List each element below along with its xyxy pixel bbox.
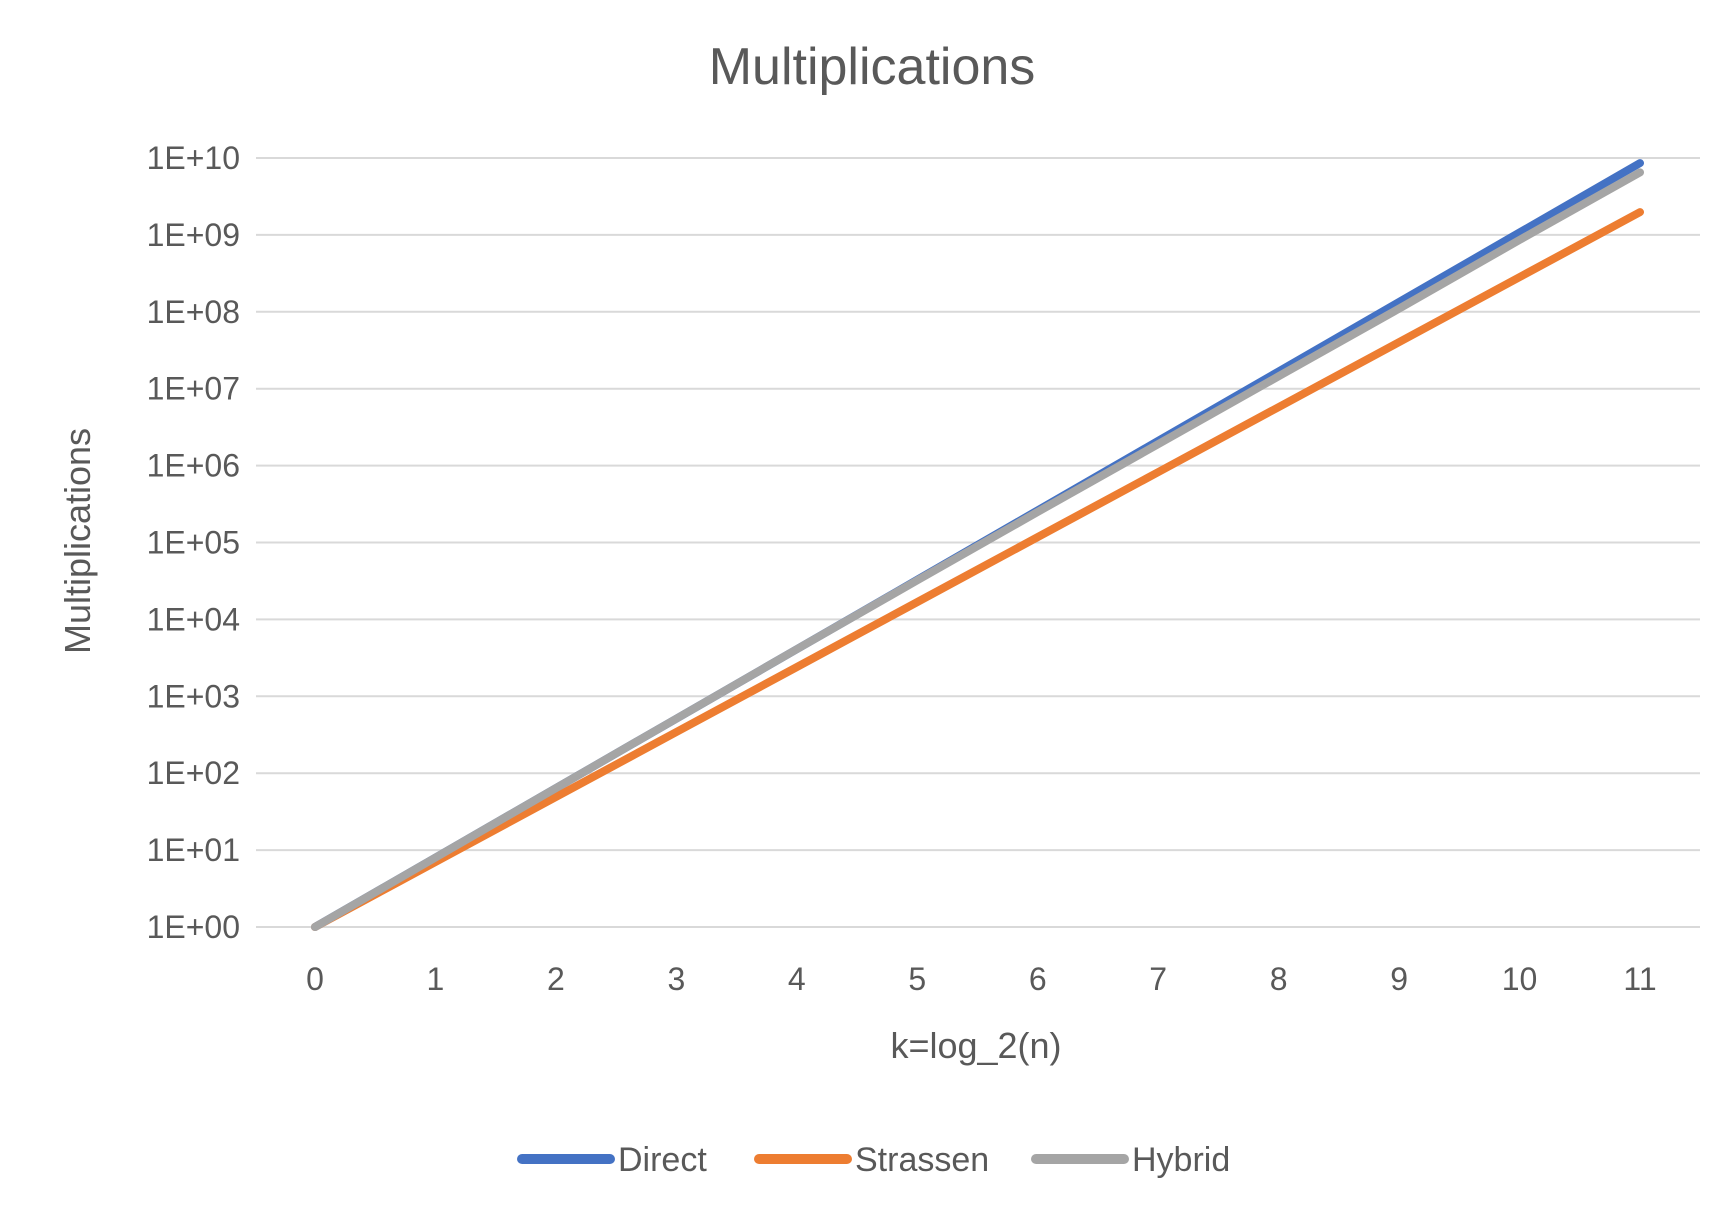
legend: Direct Strassen Hybrid bbox=[517, 1141, 1230, 1179]
y-tick-label: 1E+06 bbox=[147, 448, 240, 484]
x-axis-tick-labels: 0 1 2 3 4 5 6 7 8 9 10 11 bbox=[306, 961, 1657, 997]
x-tick-label: 8 bbox=[1270, 961, 1288, 997]
x-tick-label: 3 bbox=[667, 961, 685, 997]
y-tick-label: 1E+04 bbox=[147, 601, 240, 637]
y-tick-label: 1E+09 bbox=[147, 217, 240, 253]
x-tick-label: 1 bbox=[427, 961, 445, 997]
x-tick-label: 9 bbox=[1390, 961, 1408, 997]
y-tick-label: 1E+00 bbox=[147, 909, 240, 945]
x-tick-label: 11 bbox=[1623, 961, 1656, 997]
y-tick-label: 1E+10 bbox=[147, 140, 240, 176]
y-tick-label: 1E+02 bbox=[147, 755, 240, 791]
x-tick-label: 5 bbox=[908, 961, 926, 997]
y-tick-label: 1E+07 bbox=[147, 371, 240, 407]
series-lines bbox=[311, 159, 1644, 931]
series-line-strassen bbox=[311, 208, 1644, 931]
x-tick-label: 2 bbox=[547, 961, 565, 997]
y-axis-tick-labels: 1E+00 1E+01 1E+02 1E+03 1E+04 1E+05 1E+06 1E+07… bbox=[147, 140, 240, 945]
y-tick-label: 1E+03 bbox=[147, 678, 240, 714]
series-line-hybrid bbox=[311, 168, 1644, 931]
x-tick-label: 10 bbox=[1502, 961, 1538, 997]
chart-title: Multiplications bbox=[709, 38, 1036, 96]
y-axis-title: Multiplications bbox=[57, 428, 98, 654]
legend-label-direct: Direct bbox=[618, 1141, 707, 1179]
y-tick-label: 1E+05 bbox=[147, 525, 240, 561]
x-tick-label: 7 bbox=[1149, 961, 1167, 997]
x-tick-label: 0 bbox=[306, 961, 324, 997]
legend-label-strassen: Strassen bbox=[855, 1141, 989, 1179]
legend-label-hybrid: Hybrid bbox=[1132, 1141, 1230, 1179]
x-tick-label: 4 bbox=[788, 961, 806, 997]
x-axis-title: k=log_2(n) bbox=[890, 1025, 1061, 1066]
x-tick-label: 6 bbox=[1029, 961, 1047, 997]
y-tick-label: 1E+08 bbox=[147, 294, 240, 330]
y-tick-label: 1E+01 bbox=[147, 832, 240, 868]
